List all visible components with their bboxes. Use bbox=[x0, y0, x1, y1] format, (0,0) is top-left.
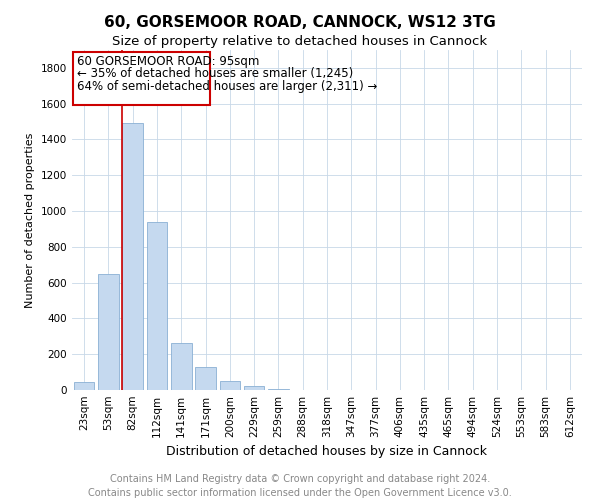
FancyBboxPatch shape bbox=[73, 52, 211, 106]
Bar bbox=[195, 366, 216, 390]
Bar bbox=[220, 381, 240, 390]
Bar bbox=[98, 274, 119, 390]
Bar bbox=[171, 342, 191, 390]
Text: 60, GORSEMOOR ROAD, CANNOCK, WS12 3TG: 60, GORSEMOOR ROAD, CANNOCK, WS12 3TG bbox=[104, 15, 496, 30]
Text: 60 GORSEMOOR ROAD: 95sqm: 60 GORSEMOOR ROAD: 95sqm bbox=[77, 56, 259, 68]
Text: ← 35% of detached houses are smaller (1,245): ← 35% of detached houses are smaller (1,… bbox=[77, 67, 353, 80]
Y-axis label: Number of detached properties: Number of detached properties bbox=[25, 132, 35, 308]
Bar bbox=[244, 386, 265, 390]
Bar bbox=[122, 124, 143, 390]
Text: Size of property relative to detached houses in Cannock: Size of property relative to detached ho… bbox=[112, 35, 488, 48]
Text: Contains HM Land Registry data © Crown copyright and database right 2024.
Contai: Contains HM Land Registry data © Crown c… bbox=[88, 474, 512, 498]
Text: 64% of semi-detached houses are larger (2,311) →: 64% of semi-detached houses are larger (… bbox=[77, 80, 377, 92]
Bar bbox=[74, 382, 94, 390]
X-axis label: Distribution of detached houses by size in Cannock: Distribution of detached houses by size … bbox=[167, 446, 487, 458]
Bar bbox=[146, 222, 167, 390]
Bar bbox=[268, 389, 289, 390]
